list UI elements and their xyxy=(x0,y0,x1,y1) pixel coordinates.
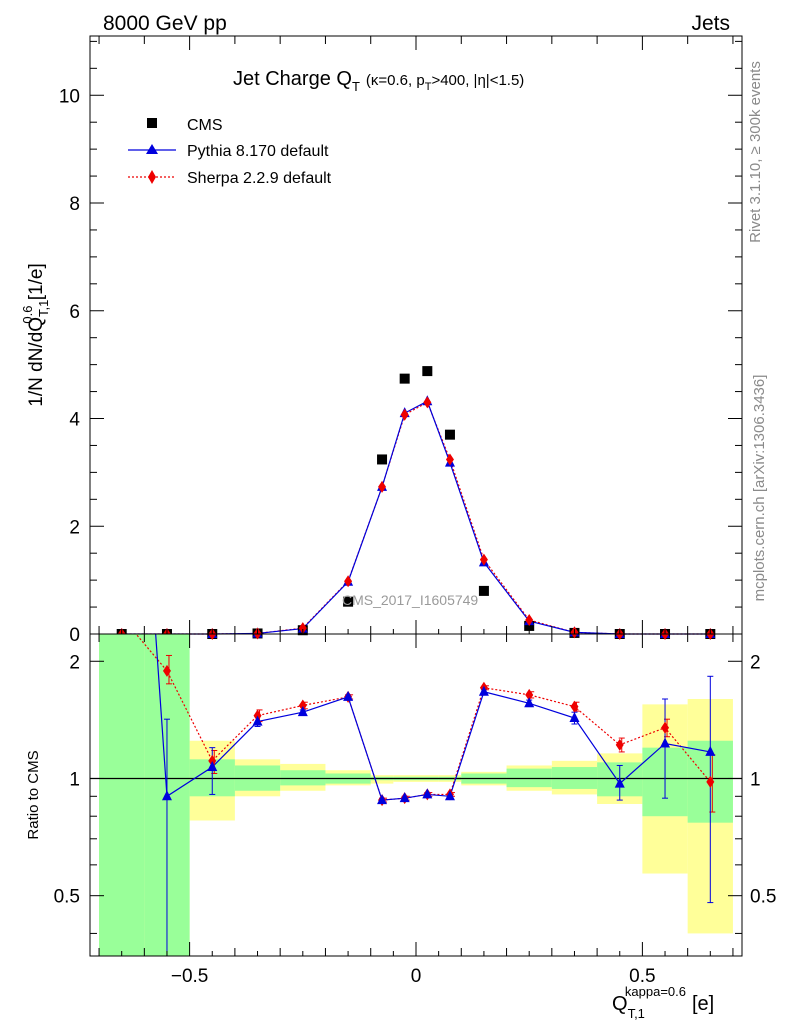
pythia-ratio-point xyxy=(705,745,716,756)
sherpa-ratio-point xyxy=(661,721,670,734)
main-plot-area: 0 2 4 6 8 10 xyxy=(59,35,743,646)
ylabel-sup: 0.6 xyxy=(20,306,35,324)
pythia-ratio-point xyxy=(252,715,263,726)
pythia-ratio-point xyxy=(422,788,433,799)
x-tick-label: 0 xyxy=(411,966,422,987)
pythia-ratio-point xyxy=(478,685,489,696)
xlabel-sup: kappa=0.6 xyxy=(625,984,686,999)
legend-label-cms: CMS xyxy=(187,117,223,134)
legend-marker-sherpa xyxy=(148,170,156,184)
sherpa-ratio-point xyxy=(298,699,307,712)
sherpa-ratio-point xyxy=(525,688,534,701)
pythia-ratio-point xyxy=(614,777,625,788)
xlabel-base: Q xyxy=(612,993,628,1015)
plot-title: Jet Charge QT (κ=0.6, pT>400, |η|<1.5) xyxy=(233,68,524,94)
title-main: Jet Charge Q xyxy=(233,68,352,90)
sherpa-point xyxy=(344,575,353,588)
pythia-ratio-point xyxy=(660,737,671,748)
ratio-y-tick-label: 0.5 xyxy=(54,887,80,908)
main-y-tick-label: 4 xyxy=(69,410,80,431)
mcplots-label: mcplots.cern.ch [arXiv:1306.3436] xyxy=(751,375,768,602)
xlabel-sub: T,1 xyxy=(628,1006,645,1021)
sherpa-point xyxy=(423,396,432,409)
sherpa-point xyxy=(445,453,454,466)
title-cuts-pt-sub: T xyxy=(425,81,432,93)
pythia-ratio-point xyxy=(569,711,580,722)
ratio-stat-band xyxy=(280,770,326,786)
sherpa-point xyxy=(479,553,488,566)
sherpa-ratio-point xyxy=(570,700,579,713)
sherpa-point xyxy=(525,613,534,626)
rivet-label: Rivet 3.1.10, ≥ 300k events xyxy=(747,61,764,243)
legend-marker-cms xyxy=(147,118,157,128)
cms-point xyxy=(377,454,388,465)
legend-marker-pythia xyxy=(146,144,158,154)
title-main-sub: T xyxy=(352,79,360,94)
sherpa-ratio-point xyxy=(162,664,171,677)
pythia-ratio-point xyxy=(207,761,218,772)
legend: CMS Pythia 8.170 default Sherpa 2.2.9 de… xyxy=(128,117,332,187)
mcplots-label-text: mcplots.cern.ch [arXiv:1306.3436] xyxy=(751,375,768,602)
pythia-ratio-point xyxy=(297,706,308,717)
ratio-y-tick-label-right: 0.5 xyxy=(750,887,776,908)
title-cuts-kappa: (κ=0.6, p xyxy=(366,72,425,89)
ratio-plot-area: −0.5 0 0.5 0.5 0.5 1 1 2 2 xyxy=(54,633,776,987)
main-y-tick-label: 10 xyxy=(59,86,80,107)
ylabel-sub: T,1 xyxy=(36,300,51,317)
sherpa-ratio-point xyxy=(208,754,217,767)
pythia-ratio-point xyxy=(343,690,354,701)
ratio-y-tick-label: 2 xyxy=(69,652,80,673)
cms-point xyxy=(422,366,433,377)
sherpa-ratio-point xyxy=(615,738,624,751)
xlabel-unit: [e] xyxy=(692,993,714,1015)
main-y-tick-label: 0 xyxy=(69,625,80,646)
watermark: CMS_2017_I1605749 xyxy=(342,592,478,608)
cms-point xyxy=(343,596,354,607)
x-tick-label: −0.5 xyxy=(171,966,209,987)
ratio-y-tick-label-right: 2 xyxy=(750,652,761,673)
pythia-ratio-point xyxy=(161,790,172,801)
main-y-tick-label: 2 xyxy=(69,517,80,538)
pythia-ratio-point xyxy=(444,790,455,801)
title-cuts-rest: >400, |η|<1.5) xyxy=(431,72,524,89)
header-right: Jets xyxy=(691,12,730,35)
main-y-tick-label: 8 xyxy=(69,194,80,215)
legend-label-sherpa: Sherpa 2.2.9 default xyxy=(187,170,332,187)
ylabel-pre: 1/N dN/dQ xyxy=(26,317,47,407)
ratio-stat-band xyxy=(99,634,145,956)
sherpa-point xyxy=(400,408,409,421)
pythia-ratio-point xyxy=(377,794,388,805)
rivet-label-text: Rivet 3.1.10, ≥ 300k events xyxy=(747,61,764,243)
ratio-y-tick-label: 1 xyxy=(69,769,80,790)
pythia-ratio-point xyxy=(524,697,535,708)
main-y-tick-label: 6 xyxy=(69,302,80,323)
cms-point xyxy=(399,373,410,384)
ylabel-post: [1/e] xyxy=(26,263,47,305)
ratio-y-tick-label-right: 1 xyxy=(750,769,761,790)
x-tick-label: 0.5 xyxy=(629,966,655,987)
sherpa-point xyxy=(298,622,307,635)
cms-point xyxy=(478,585,489,596)
ratio-y-axis-label: Ratio to CMS xyxy=(25,750,42,839)
svg-text:1/N dN/dQT,10.6 [1/e]: 1/N dN/dQT,10.6 [1/e] xyxy=(20,263,51,406)
ratio-ylabel-text: Ratio to CMS xyxy=(25,750,42,839)
sherpa-point xyxy=(378,480,387,493)
x-axis-label: QT,1 kappa=0.6 [e] xyxy=(612,984,714,1021)
cms-point xyxy=(444,429,455,440)
main-y-axis-label: 1/N dN/dQT,10.6 [1/e] xyxy=(20,263,51,406)
header-left: 8000 GeV pp xyxy=(103,12,227,35)
pythia-ratio-line xyxy=(155,634,711,801)
sherpa-ratio-point xyxy=(706,775,715,788)
legend-label-pythia: Pythia 8.170 default xyxy=(187,143,329,160)
pythia-ratio-point xyxy=(399,792,410,803)
